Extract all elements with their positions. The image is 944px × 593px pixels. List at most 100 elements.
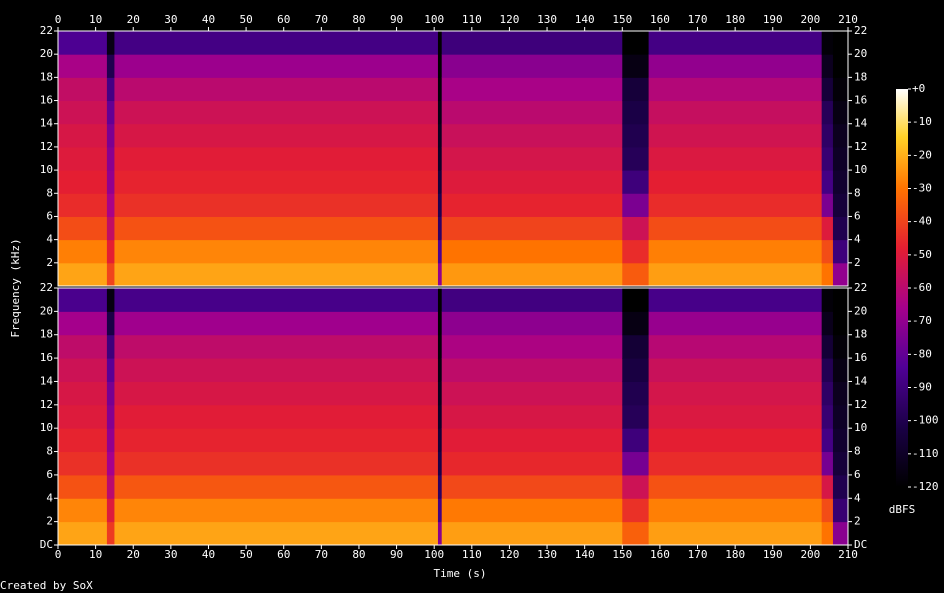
spectrogram-cell xyxy=(106,288,115,312)
spectrogram-cell xyxy=(441,404,623,429)
plot-frame xyxy=(57,287,849,546)
spectrogram-cell xyxy=(622,100,650,125)
x-tick-label: 30 xyxy=(164,548,177,561)
spectrogram-cell xyxy=(106,146,115,171)
y-tick-label: DC xyxy=(40,538,53,551)
y-tick-label: 10 xyxy=(854,163,867,176)
spectrogram-cell xyxy=(106,521,115,546)
x-tick-label: 80 xyxy=(352,13,365,26)
spectrogram-cell xyxy=(106,498,115,523)
spectrogram-cell xyxy=(622,288,650,312)
spectrogram-cell xyxy=(648,123,823,148)
spectrogram-cell xyxy=(58,474,108,499)
spectrogram-cell xyxy=(441,358,623,382)
y-tick-label: 4 xyxy=(46,233,53,246)
spectrogram-cell xyxy=(106,216,115,241)
spectrogram-cell xyxy=(622,451,650,476)
x-tick-label: 50 xyxy=(239,13,252,26)
y-tick-label: 10 xyxy=(854,421,867,434)
x-tick-label: 190 xyxy=(763,13,783,26)
x-tick-label: 20 xyxy=(127,548,140,561)
spectrogram-cell xyxy=(437,521,443,546)
spectrogram-cell xyxy=(821,31,834,55)
spectrogram-cell xyxy=(648,381,823,406)
spectrogram-cell xyxy=(648,193,823,217)
spectrogram-cell xyxy=(622,428,650,453)
spectrogram-cell xyxy=(114,358,439,382)
spectrogram-cell xyxy=(441,239,623,264)
spectrogram-cell xyxy=(821,123,834,148)
spectrogram-cell xyxy=(821,262,834,287)
spectrogram-cell xyxy=(437,216,443,241)
spectrogram-cell xyxy=(832,334,849,359)
spectrogram-cell xyxy=(114,521,439,546)
spectrogram-cell xyxy=(437,54,443,78)
spectrogram-cell xyxy=(622,216,650,241)
spectrogram-cell xyxy=(821,474,834,499)
spectrogram-cell xyxy=(832,474,849,499)
spectrogram-cell xyxy=(648,498,823,523)
spectrogram-cell xyxy=(821,288,834,312)
x-tick-label: 120 xyxy=(499,548,519,561)
x-tick-label: 150 xyxy=(612,13,632,26)
x-tick-label: 10 xyxy=(89,13,102,26)
spectrogram-cell xyxy=(58,451,108,476)
y-tick-label: 8 xyxy=(46,186,53,199)
spectrogram-cell xyxy=(106,334,115,359)
x-tick-label: 180 xyxy=(725,13,745,26)
spectrogram-cell xyxy=(58,288,108,312)
spectrogram-cell xyxy=(832,381,849,406)
spectrogram-cell xyxy=(821,428,834,453)
spectrogram-cell xyxy=(622,54,650,78)
x-tick-label: 200 xyxy=(800,548,820,561)
y-tick-label: 10 xyxy=(40,163,53,176)
colorbar xyxy=(896,89,908,487)
x-tick-label: 210 xyxy=(838,13,858,26)
y-tick-label: 6 xyxy=(46,468,53,481)
spectrogram-cell xyxy=(622,311,650,336)
spectrogram-cell xyxy=(437,262,443,287)
spectrogram-cell xyxy=(58,54,108,78)
spectrogram-cell xyxy=(441,474,623,499)
y-tick-label: 18 xyxy=(40,70,53,83)
x-tick-label: 170 xyxy=(688,548,708,561)
spectrogram-cell xyxy=(437,31,443,55)
x-tick-label: 60 xyxy=(277,13,290,26)
y-tick-label: 20 xyxy=(40,47,53,60)
spectrogram-cell xyxy=(821,381,834,406)
spectrogram-cell xyxy=(648,474,823,499)
spectrogram-cell xyxy=(437,288,443,312)
spectrogram-cell xyxy=(106,239,115,264)
x-tick-label: 70 xyxy=(315,548,328,561)
y-tick-label: 4 xyxy=(46,491,53,504)
spectrogram-cell xyxy=(648,334,823,359)
spectrogram-cell xyxy=(622,123,650,148)
x-tick-label: 50 xyxy=(239,548,252,561)
spectrogram-cell xyxy=(437,451,443,476)
spectrogram-cell xyxy=(622,358,650,382)
x-tick-label: 60 xyxy=(277,548,290,561)
spectrogram-cell xyxy=(58,193,108,217)
spectrogram-cell xyxy=(441,498,623,523)
spectrogram-cell xyxy=(441,451,623,476)
x-tick-label: 140 xyxy=(575,548,595,561)
spectrogram-cell xyxy=(114,428,439,453)
y-tick-label: 12 xyxy=(40,140,53,153)
spectrogram-cell xyxy=(622,334,650,359)
y-tick-label: 18 xyxy=(854,328,867,341)
x-tick-label: 130 xyxy=(537,548,557,561)
spectrogram-cell xyxy=(114,239,439,264)
spectrogram-cell xyxy=(106,404,115,429)
y-tick-label: 22 xyxy=(854,281,867,294)
spectrogram-cell xyxy=(58,262,108,287)
spectrogram-cell xyxy=(58,216,108,241)
y-tick-label: 18 xyxy=(854,70,867,83)
spectrogram-cell xyxy=(114,100,439,125)
spectrogram-cell xyxy=(114,123,439,148)
y-tick-label: 6 xyxy=(854,468,861,481)
spectrogram-cell xyxy=(821,358,834,382)
y-tick-label: 2 xyxy=(854,256,861,269)
spectrogram-cell xyxy=(437,170,443,194)
spectrogram-cell xyxy=(114,474,439,499)
spectrogram-cell xyxy=(58,521,108,546)
